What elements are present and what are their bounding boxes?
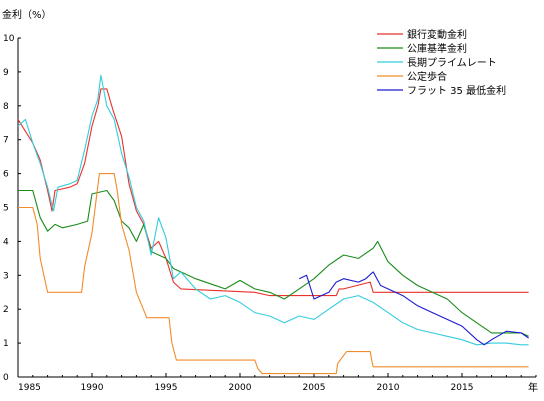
series-line-2 <box>18 189 529 337</box>
y-tick-label: 8 <box>3 102 9 112</box>
legend-label: 銀行変動金利 <box>407 28 467 41</box>
y-tick-label: 9 <box>3 68 9 78</box>
y-tick-label: 5 <box>3 204 9 214</box>
x-tick-label: 1990 <box>81 383 104 393</box>
x-axis-title: 年 <box>528 381 538 394</box>
y-axis-title: 金利（%） <box>2 8 52 21</box>
y-tick-label: 7 <box>3 136 9 146</box>
legend-label: フラット 35 最低金利 <box>407 84 506 97</box>
x-tick-label: 2015 <box>451 383 474 393</box>
series-line-5 <box>298 271 529 346</box>
y-tick-label: 4 <box>3 237 9 247</box>
y-tick-label: 0 <box>3 373 9 383</box>
legend-label: 公庫基準金利 <box>407 42 467 55</box>
series-line-3 <box>17 74 529 346</box>
x-tick-label: 2010 <box>377 383 400 393</box>
x-tick-label: 2005 <box>303 383 326 393</box>
series-line-1 <box>17 88 529 297</box>
series-layer <box>17 74 529 375</box>
x-tick-label: 1985 <box>18 383 41 393</box>
y-tick-label: 2 <box>3 305 9 315</box>
x-tick-label: 1995 <box>155 383 178 393</box>
legend-label: 長期プライムレート <box>407 57 497 69</box>
x-axis: 1985 1990 1995 2000 2005 2010 2015 <box>17 373 537 393</box>
y-tick-label: 6 <box>3 170 9 180</box>
y-tick-label: 3 <box>3 271 9 281</box>
x-tick-label: 2000 <box>229 383 252 393</box>
y-tick-label: 1 <box>3 339 9 349</box>
series-line-4 <box>18 173 529 375</box>
legend-label: 公定歩合 <box>407 70 447 83</box>
y-tick-label: 10 <box>3 34 15 44</box>
